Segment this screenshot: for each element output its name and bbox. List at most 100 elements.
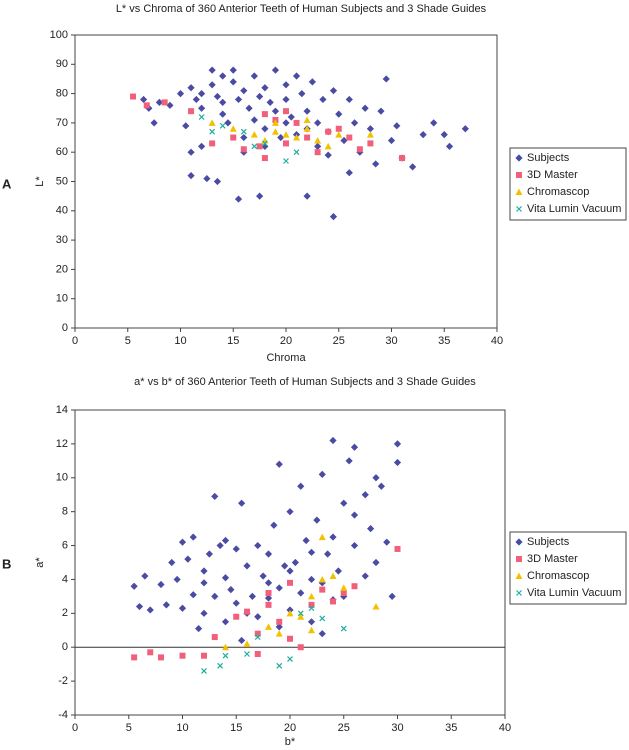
point <box>200 567 208 575</box>
x-tick-label: 20 <box>284 722 296 734</box>
x-tick-label: 20 <box>280 335 292 347</box>
point <box>293 149 300 156</box>
point <box>178 538 187 546</box>
y-tick-label: 10 <box>56 472 68 484</box>
point <box>261 136 269 144</box>
point <box>340 590 347 596</box>
x-tick-label: 25 <box>333 335 345 347</box>
x-tick-label: 30 <box>385 335 397 347</box>
point <box>303 107 311 115</box>
point <box>277 133 285 142</box>
point <box>256 143 263 150</box>
point <box>314 149 321 156</box>
chart-title: L* vs Chroma of 360 Anterior Teeth of Hu… <box>116 3 487 15</box>
point <box>227 586 235 594</box>
point <box>259 572 267 580</box>
point <box>297 610 304 617</box>
x-tick-label: 25 <box>338 722 350 734</box>
point <box>329 213 338 221</box>
point <box>244 608 250 615</box>
legend-box <box>509 531 627 605</box>
point <box>346 134 353 141</box>
point <box>219 98 227 106</box>
point <box>213 177 222 186</box>
point <box>350 443 359 451</box>
point <box>308 78 316 86</box>
legend-marker <box>516 590 522 596</box>
point <box>201 668 207 674</box>
point <box>229 78 237 86</box>
y-tick-label: 8 <box>62 506 68 518</box>
point <box>243 640 251 647</box>
point <box>276 662 283 669</box>
point <box>208 119 216 126</box>
point <box>166 101 174 109</box>
legend-label: Subjects <box>527 152 570 164</box>
point <box>216 541 224 550</box>
point <box>366 125 374 133</box>
point <box>271 107 280 115</box>
point <box>251 143 258 150</box>
point <box>230 134 237 141</box>
point <box>221 574 230 582</box>
point <box>314 136 322 144</box>
point <box>238 499 246 507</box>
legend-label: Vita Lumin Vacuum <box>527 587 621 599</box>
point <box>240 128 247 135</box>
y-tick-label: 20 <box>56 263 68 275</box>
point <box>248 592 256 600</box>
point <box>205 550 213 558</box>
point <box>221 536 230 545</box>
point <box>217 662 224 669</box>
point <box>351 583 358 590</box>
point <box>286 508 294 516</box>
point <box>293 134 301 141</box>
point <box>250 131 258 138</box>
x-tick-label: 0 <box>72 335 78 347</box>
point <box>297 613 305 620</box>
point <box>361 572 369 580</box>
y-tick-label: 2 <box>62 607 68 619</box>
point <box>340 499 348 507</box>
x-tick-label: 5 <box>125 335 131 347</box>
point <box>200 609 208 617</box>
point <box>393 458 402 467</box>
point <box>130 93 137 100</box>
point <box>329 87 338 95</box>
point <box>335 125 342 132</box>
point <box>271 66 280 74</box>
x-axis-label: Chroma <box>266 352 306 364</box>
point <box>345 169 353 177</box>
y-tick-label: 90 <box>56 58 68 70</box>
point <box>254 613 262 621</box>
point <box>219 110 227 118</box>
point <box>308 626 315 634</box>
point <box>394 545 401 552</box>
legend-marker <box>516 172 522 178</box>
plot-frame <box>74 34 498 329</box>
x-tick-label: 5 <box>126 722 132 734</box>
point <box>334 567 342 575</box>
point <box>283 140 289 147</box>
point <box>130 582 138 590</box>
point <box>345 457 353 465</box>
point <box>324 142 332 150</box>
point <box>173 575 181 584</box>
point <box>147 649 154 656</box>
point <box>314 119 322 127</box>
point <box>203 174 211 183</box>
y-tick-label: 10 <box>56 293 68 305</box>
legend-box <box>509 147 627 221</box>
point <box>298 90 306 98</box>
point <box>303 116 311 123</box>
point <box>329 572 337 580</box>
plot-frame <box>74 409 506 716</box>
legend-label: 3D Master <box>527 169 578 181</box>
point <box>286 567 294 575</box>
point <box>234 195 243 203</box>
panel-label: A <box>2 176 12 191</box>
point <box>254 634 261 640</box>
point <box>340 584 348 591</box>
x-tick-label: 40 <box>499 722 511 734</box>
